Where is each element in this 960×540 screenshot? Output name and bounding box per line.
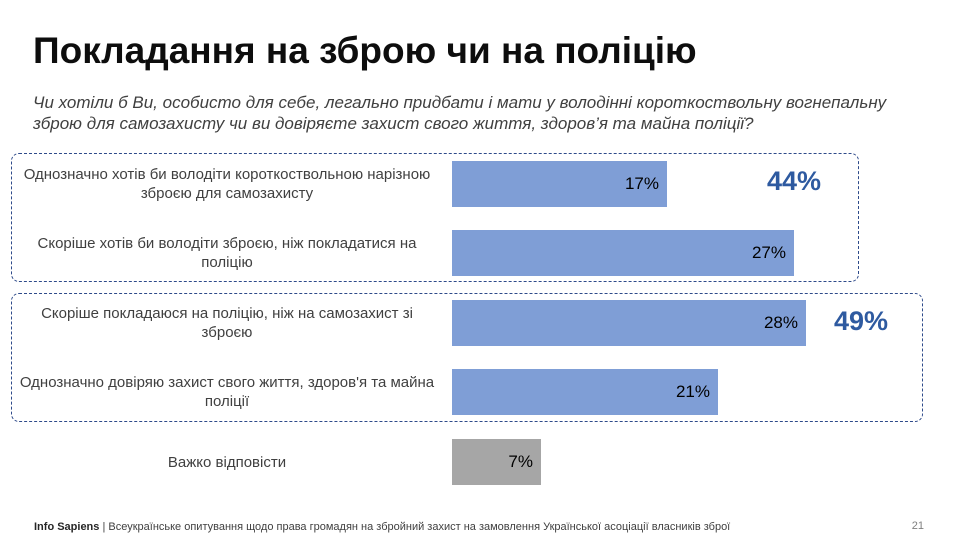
group-box-police-trust [11,293,923,422]
bar-value-label: 17% [624,174,659,193]
footer-text: | Всеукраїнське опитування щодо права гр… [102,521,731,533]
bar-value-label: 28% [763,313,798,332]
survey-question: Чи хотіли б Ви, особисто для себе, легал… [33,93,887,133]
bar: 17% [452,161,667,207]
bar-value-label: 7% [508,452,533,471]
page-title: Покладання на зброю чи на поліцію [33,30,697,71]
category-label: Важко відповісти [167,453,287,471]
bar-value-label: 21% [675,382,710,401]
footer-brand: Info Sapiens [34,521,100,533]
bar: 21% [452,369,718,415]
category-label: Однозначно довіряю захист свого життя, з… [19,374,435,410]
bar: 27% [452,230,794,276]
bar: 7% [452,439,541,485]
category-label: Скоріше хотів би володіти зброєю, ніж по… [37,235,417,271]
group-box-gun-ownership [11,153,859,282]
group-total-gun-ownership: 44% [767,166,822,196]
bar: 28% [452,300,806,346]
footer: Info Sapiens | Всеукраїнське опитування … [34,521,730,533]
category-label: Однозначно хотів би володіти короткоство… [23,166,431,202]
page-number: 21 [911,520,924,532]
bar-value-label: 27% [751,243,786,262]
group-total-police-trust: 49% [834,306,889,336]
category-label: Скоріше покладаюся на поліцію, ніж на са… [41,305,413,341]
